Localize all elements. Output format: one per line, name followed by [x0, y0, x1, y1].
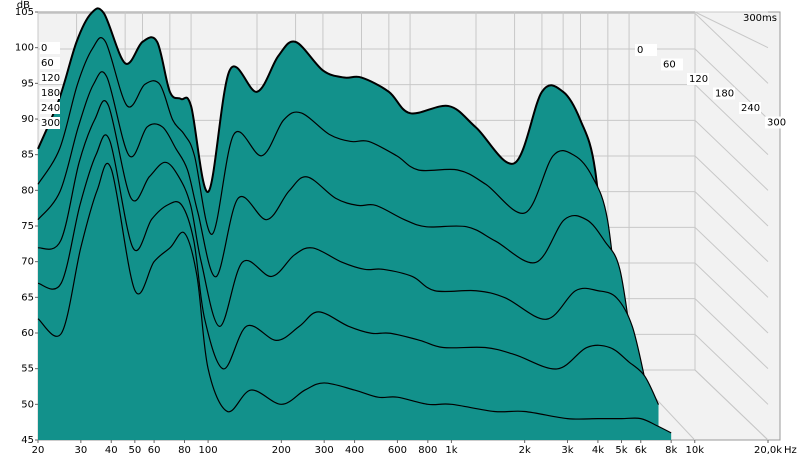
y-tick-label: 90 [21, 114, 34, 125]
x-tick-label: 600 [388, 445, 407, 456]
x-tick-label: 50 [128, 445, 141, 456]
y-tick-label: 55 [21, 364, 34, 375]
slice-line [37, 134, 660, 405]
depth-label-box [739, 102, 761, 114]
depth-tick-label: 180 [41, 88, 60, 99]
depth-label-box [40, 57, 60, 69]
depth-tick-label: 300 [767, 118, 786, 129]
grid-line [694, 191, 769, 263]
y-tick-label: 95 [21, 78, 34, 89]
y-tick-label: 70 [21, 257, 34, 268]
x-tick-label: 30 [74, 445, 87, 456]
x-tick-label: 20,0k [754, 445, 782, 456]
slice-line [37, 37, 622, 335]
x-tick-label: 100 [199, 445, 218, 456]
x-tick-label: 8k [665, 445, 677, 456]
slice-line [37, 162, 672, 434]
grid-line [694, 226, 769, 298]
x-tick-label: 60 [148, 445, 161, 456]
y-tick-label: 75 [21, 221, 34, 232]
slice-line [37, 71, 634, 356]
grid-line [694, 11, 769, 49]
depth-label-box [40, 102, 60, 114]
x-tick-label: 20 [32, 445, 45, 456]
depth-label-box [40, 87, 60, 99]
depth-tick-label: 120 [689, 74, 708, 85]
depth-tick-label: 0 [41, 43, 47, 54]
slice-fill [38, 163, 672, 440]
depth-tick-label: 240 [741, 103, 760, 114]
depth-label-box [40, 42, 60, 54]
x-tick-label: 200 [272, 445, 291, 456]
x-tick-label: 400 [345, 445, 364, 456]
slice-line [37, 7, 609, 306]
x-tick-label: 4k [592, 445, 604, 456]
x-axis-label: Hz [784, 445, 797, 456]
depth-label-box [40, 72, 60, 84]
grid-line [694, 155, 769, 227]
x-tick-label: 5k [615, 445, 627, 456]
depth-tick-label: 60 [41, 58, 54, 69]
x-tick-label: 6k [635, 445, 647, 456]
y-tick-label: 60 [21, 328, 34, 339]
grid-line [694, 262, 769, 334]
x-tick-label: 800 [418, 445, 437, 456]
y-axis-label: dB [17, 0, 30, 11]
depth-label-box [635, 44, 657, 56]
y-tick-label: 80 [21, 185, 34, 196]
x-tick-label: 3k [561, 445, 573, 456]
y-tick-label: 50 [21, 399, 34, 410]
x-tick-label: 2k [519, 445, 531, 456]
x-tick-label: 10k [685, 445, 704, 456]
grid-line [694, 119, 769, 191]
x-tick-label: 80 [178, 445, 191, 456]
depth-label-box [765, 116, 787, 129]
depth-label-box [661, 58, 683, 71]
depth-label-box [40, 117, 60, 129]
y-tick-label: 105 [15, 7, 34, 18]
depth-label: 300ms [743, 13, 777, 24]
grid-line [694, 298, 769, 370]
depth-tick-label: 240 [41, 103, 60, 114]
y-tick-label: 100 [15, 43, 34, 54]
depth-label-box [713, 87, 735, 100]
grid-line [694, 12, 769, 84]
grid-line [694, 84, 769, 156]
depth-label-box [687, 73, 709, 85]
depth-tick-label: 60 [663, 60, 676, 71]
slice-line [37, 100, 647, 384]
y-tick-label: 45 [21, 435, 34, 446]
grid-line [694, 369, 769, 441]
x-tick-label: 40 [105, 445, 118, 456]
depth-tick-label: 180 [715, 89, 734, 100]
y-tick-label: 65 [21, 292, 34, 303]
x-tick-label: 300 [315, 445, 334, 456]
depth-tick-label: 0 [637, 45, 643, 56]
grid-line [694, 333, 769, 405]
depth-tick-label: 120 [41, 73, 60, 84]
x-tick-label: 1k [445, 445, 457, 456]
y-tick-label: 85 [21, 150, 34, 161]
depth-tick-label: 300 [41, 118, 60, 129]
